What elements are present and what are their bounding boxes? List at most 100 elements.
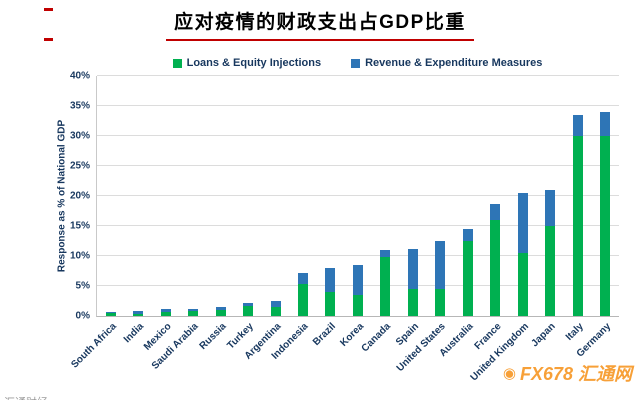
legend-item-loans: Loans & Equity Injections [172, 57, 321, 69]
bar-segment[interactable] [380, 257, 391, 316]
bar-segment[interactable] [105, 312, 116, 313]
chart-header: 应对疫情的财政支出占GDP比重 [0, 7, 640, 41]
bar-slot: Brazil [311, 76, 344, 348]
y-tick-label: 35% [69, 100, 90, 112]
watermark-text: FX678 汇通网 [519, 364, 632, 384]
bar-segment[interactable] [517, 253, 528, 316]
bars: South Africa India Mexico Saudi Arabia Russi… [69, 76, 619, 383]
stacked-bar-japan[interactable] [545, 76, 556, 316]
stacked-bar-canada[interactable] [380, 76, 391, 316]
stacked-bar-saudi-arabia[interactable] [188, 76, 199, 316]
stacked-bar-germany[interactable] [600, 76, 611, 316]
bar-segment[interactable] [572, 136, 583, 316]
y-tick-label: 30% [69, 130, 90, 142]
gridline [97, 195, 619, 196]
bar-segment[interactable] [572, 115, 583, 136]
bar-segment[interactable] [270, 301, 281, 307]
bar-segment[interactable] [490, 203, 501, 220]
stacked-bar-australia[interactable] [462, 76, 473, 316]
bar-slot: France [472, 76, 509, 352]
stacked-bar-united-kingdom[interactable] [517, 76, 528, 316]
bar-segment[interactable] [160, 309, 171, 313]
bar-segment[interactable] [298, 273, 309, 285]
bar-segment[interactable] [490, 220, 501, 316]
bar-slot: Germany [575, 76, 618, 359]
gridline [97, 255, 619, 256]
bar-segment[interactable] [380, 250, 391, 258]
bar-segment[interactable] [462, 229, 473, 241]
stacked-bar-south-africa[interactable] [105, 76, 116, 316]
bar-segment[interactable] [517, 193, 528, 253]
bar-segment[interactable] [243, 303, 254, 307]
bar-segment[interactable] [435, 241, 446, 289]
stacked-bar-russia[interactable] [215, 76, 226, 316]
bar-segment[interactable] [352, 265, 363, 295]
y-axis-title: Response as % of National GDP [56, 119, 68, 273]
bar-slot: Mexico [142, 76, 179, 353]
y-tick-label: 40% [69, 70, 90, 82]
stacked-bar-argentina[interactable] [270, 76, 281, 316]
bar-segment[interactable] [545, 226, 556, 316]
bar-segment[interactable] [133, 311, 144, 315]
chart-title: 应对疫情的财政支出占GDP比重 [166, 7, 474, 41]
y-tick-label: 5% [75, 280, 90, 292]
stacked-bar-mexico[interactable] [160, 76, 171, 316]
bar-segment[interactable] [545, 190, 556, 226]
x-axis-label: Brazil [311, 321, 339, 349]
stacked-bar-india[interactable] [133, 76, 144, 316]
y-tick-label: 15% [69, 220, 90, 232]
legend: Loans & Equity Injections Revenue & Expe… [95, 57, 620, 69]
x-axis-label: Russia [197, 321, 229, 352]
stacked-bar-korea[interactable] [352, 76, 363, 316]
x-axis-label: South Africa [68, 321, 119, 371]
x-axis-label: Canada [359, 321, 394, 355]
y-tick-label: 20% [69, 190, 90, 202]
bar-segment[interactable] [298, 284, 309, 316]
gridline [97, 105, 619, 106]
bar-slot: United Kingdom [468, 76, 536, 383]
stacked-bar-turkey[interactable] [243, 76, 254, 316]
bar-segment[interactable] [407, 289, 418, 316]
bar-segment[interactable] [600, 112, 611, 136]
bar-segment[interactable] [462, 241, 473, 316]
gridline [97, 135, 619, 136]
red-crop-mark-bottom [44, 38, 53, 41]
bar-segment[interactable] [243, 306, 254, 316]
bar-slot: Japan [530, 76, 564, 349]
red-crop-mark-top [44, 8, 53, 11]
stacked-bar-brazil[interactable] [325, 76, 336, 316]
x-axis-label: Japan [529, 321, 559, 350]
bar-segment[interactable] [188, 308, 199, 311]
bar-segment[interactable] [435, 289, 446, 316]
bar-slot: India [122, 76, 151, 345]
stacked-bar-united-states[interactable] [435, 76, 446, 316]
legend-label-revenue: Revenue & Expenditure Measures [365, 57, 543, 69]
bar-segment[interactable] [215, 310, 226, 316]
x-axis-label: India [121, 321, 146, 346]
legend-swatch-green [172, 58, 182, 68]
bar-slot: Korea [338, 76, 371, 349]
bar-segment[interactable] [188, 310, 199, 316]
stacked-bar-indonesia[interactable] [298, 76, 309, 316]
bar-segment[interactable] [600, 136, 611, 316]
bar-segment[interactable] [352, 295, 363, 316]
bar-segment[interactable] [407, 249, 418, 289]
bar-segment[interactable] [325, 268, 336, 292]
stacked-bar-france[interactable] [490, 76, 501, 316]
bar-slot: South Africa [69, 76, 124, 371]
bar-slot: Australia [438, 76, 481, 359]
footer-partial-text: 汇通财经 [4, 393, 48, 400]
bar-segment[interactable] [270, 307, 281, 316]
bar-slot: Turkey [225, 76, 261, 351]
bar-segment[interactable] [133, 314, 144, 316]
y-tick-label: 0% [75, 310, 90, 322]
bar-segment[interactable] [325, 292, 336, 316]
stacked-bar-italy[interactable] [572, 76, 583, 316]
bar-segment[interactable] [105, 313, 116, 316]
stacked-bar-spain[interactable] [407, 76, 418, 316]
gridline [97, 225, 619, 226]
bar-segment[interactable] [215, 307, 226, 310]
bar-segment[interactable] [160, 312, 171, 316]
bar-slot: Saudi Arabia [150, 76, 206, 372]
gridline [97, 75, 619, 76]
